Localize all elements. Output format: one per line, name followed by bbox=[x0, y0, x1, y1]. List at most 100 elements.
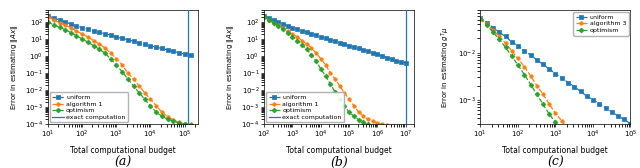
uniform bbox=[627, 123, 634, 125]
optimism bbox=[158, 115, 166, 117]
optimism bbox=[72, 35, 80, 37]
uniform bbox=[490, 27, 497, 29]
optimism bbox=[260, 16, 268, 18]
optimism bbox=[527, 83, 534, 86]
algorithm 1 bbox=[336, 85, 344, 87]
uniform bbox=[397, 61, 405, 63]
uniform bbox=[135, 42, 143, 44]
uniform bbox=[101, 33, 109, 35]
algorithm 3 bbox=[476, 17, 484, 19]
uniform bbox=[589, 99, 596, 101]
algorithm 1 bbox=[275, 24, 282, 26]
uniform bbox=[270, 19, 278, 21]
algorithm 1 bbox=[170, 119, 177, 121]
uniform bbox=[175, 52, 182, 54]
algorithm 1 bbox=[326, 72, 334, 74]
algorithm 1 bbox=[270, 22, 278, 24]
algorithm 1 bbox=[135, 85, 143, 87]
algorithm 3 bbox=[533, 85, 541, 87]
uniform bbox=[279, 23, 287, 25]
optimism bbox=[279, 28, 287, 30]
algorithm 1 bbox=[84, 36, 92, 38]
exact computation bbox=[402, 55, 410, 57]
optimism bbox=[113, 64, 120, 66]
algorithm 1 bbox=[78, 33, 86, 35]
uniform bbox=[312, 34, 320, 36]
uniform bbox=[388, 58, 396, 60]
optimism bbox=[577, 147, 584, 149]
algorithm 1 bbox=[118, 64, 126, 66]
uniform bbox=[620, 118, 628, 120]
Legend: uniform, algorithm 1, optimism, exact computation: uniform, algorithm 1, optimism, exact co… bbox=[266, 92, 344, 122]
uniform bbox=[402, 62, 410, 64]
uniform bbox=[608, 111, 616, 113]
Line: uniform: uniform bbox=[479, 16, 632, 125]
algorithm 1 bbox=[308, 47, 316, 49]
uniform bbox=[158, 48, 166, 50]
optimism bbox=[476, 18, 484, 20]
optimism bbox=[67, 32, 75, 34]
uniform bbox=[577, 90, 584, 92]
uniform bbox=[72, 25, 80, 27]
algorithm 3 bbox=[570, 135, 578, 137]
optimism bbox=[558, 130, 566, 132]
algorithm 1 bbox=[364, 118, 372, 120]
algorithm 1 bbox=[369, 120, 376, 122]
uniform bbox=[180, 53, 188, 55]
uniform bbox=[44, 15, 52, 17]
algorithm 3 bbox=[602, 157, 609, 159]
algorithm 3 bbox=[589, 150, 596, 152]
algorithm 1 bbox=[147, 98, 154, 100]
optimism bbox=[164, 118, 172, 120]
optimism bbox=[44, 21, 52, 23]
uniform bbox=[289, 27, 296, 29]
algorithm 3 bbox=[577, 140, 584, 142]
algorithm 1 bbox=[374, 122, 381, 124]
algorithm 1 bbox=[392, 126, 400, 128]
algorithm 3 bbox=[483, 23, 491, 25]
optimism bbox=[520, 74, 528, 76]
optimism bbox=[124, 78, 132, 80]
uniform bbox=[284, 25, 292, 27]
uniform bbox=[78, 27, 86, 29]
algorithm 1 bbox=[152, 105, 160, 107]
uniform bbox=[564, 82, 572, 84]
uniform bbox=[61, 21, 69, 23]
optimism bbox=[312, 60, 320, 62]
uniform bbox=[360, 49, 367, 51]
algorithm 1 bbox=[164, 116, 172, 118]
optimism bbox=[614, 164, 622, 166]
optimism bbox=[596, 158, 604, 160]
Text: (b): (b) bbox=[330, 156, 348, 168]
algorithm 1 bbox=[388, 125, 396, 127]
uniform bbox=[369, 52, 376, 54]
uniform bbox=[141, 43, 148, 45]
optimism bbox=[303, 48, 310, 50]
uniform bbox=[340, 43, 348, 45]
Line: uniform: uniform bbox=[262, 14, 408, 65]
uniform bbox=[67, 23, 75, 25]
uniform bbox=[552, 73, 559, 75]
algorithm 1 bbox=[284, 30, 292, 32]
optimism bbox=[152, 111, 160, 113]
optimism bbox=[508, 55, 515, 57]
optimism bbox=[180, 123, 188, 125]
uniform bbox=[540, 64, 547, 66]
uniform bbox=[170, 50, 177, 52]
algorithm 1 bbox=[402, 127, 410, 129]
optimism bbox=[130, 85, 138, 87]
uniform bbox=[558, 77, 566, 79]
Y-axis label: Error in estimating $g^T \mu$: Error in estimating $g^T \mu$ bbox=[440, 26, 452, 108]
optimism bbox=[364, 123, 372, 125]
optimism bbox=[61, 29, 69, 31]
algorithm 1 bbox=[90, 40, 98, 42]
Line: optimism: optimism bbox=[46, 21, 192, 127]
algorithm 1 bbox=[175, 121, 182, 123]
uniform bbox=[583, 95, 591, 97]
algorithm 3 bbox=[495, 35, 503, 37]
optimism bbox=[360, 121, 367, 123]
optimism bbox=[284, 32, 292, 34]
uniform bbox=[84, 28, 92, 30]
uniform bbox=[508, 41, 515, 43]
uniform bbox=[308, 33, 316, 35]
